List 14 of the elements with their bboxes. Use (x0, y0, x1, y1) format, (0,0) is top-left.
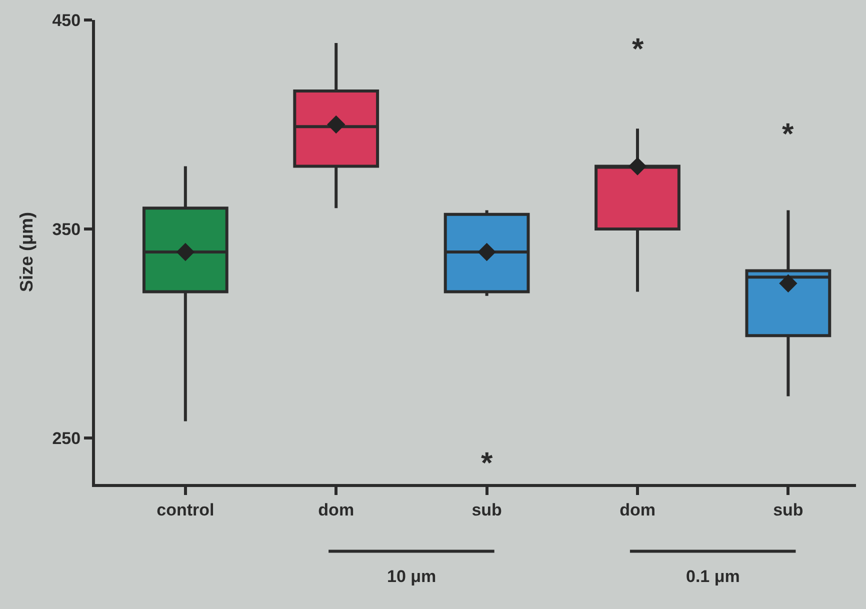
y-tick-label: 450 (52, 10, 81, 30)
x-tick-label: control (156, 500, 214, 520)
text: 0.1 μm (686, 567, 740, 586)
annotation: * (481, 447, 493, 480)
x-tick-label: sub (773, 500, 804, 520)
text: 10 μm (387, 567, 436, 586)
x-tick-label: sub (472, 500, 502, 520)
x-tick-label: dom (318, 500, 354, 520)
annotation: * (782, 118, 794, 151)
x-tick-label: dom (620, 500, 656, 520)
y-axis-title: Size (μm) (16, 212, 36, 292)
y-tick-label: 350 (52, 220, 81, 239)
y-tick-label: 250 (52, 428, 81, 448)
annotation: * (632, 33, 644, 66)
